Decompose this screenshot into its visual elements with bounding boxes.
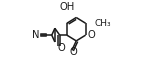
Text: O: O — [69, 47, 77, 57]
Text: O: O — [58, 43, 66, 53]
Text: OH: OH — [59, 2, 74, 12]
Text: CH₃: CH₃ — [95, 19, 111, 28]
Text: N: N — [32, 30, 40, 40]
Text: O: O — [88, 30, 95, 40]
